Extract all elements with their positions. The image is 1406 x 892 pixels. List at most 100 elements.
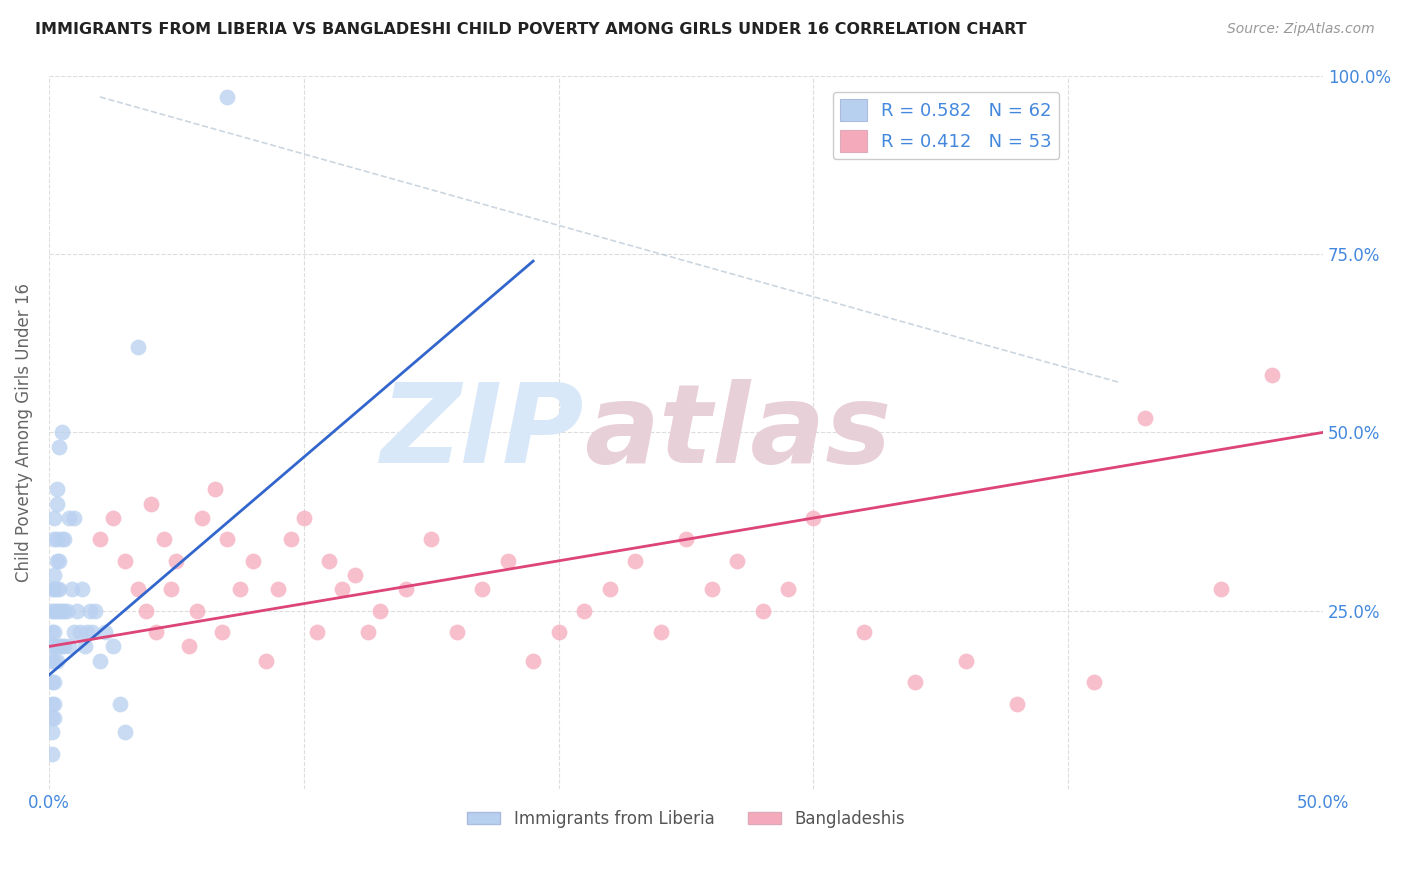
Point (242, 554, 264, 568)
Point (751, 604, 773, 618)
Point (73, 640, 96, 654)
Y-axis label: Child Poverty Among Girls Under 16: Child Poverty Among Girls Under 16 (15, 283, 32, 582)
Point (114, 725, 136, 739)
Point (446, 625, 468, 640)
Point (42, 654, 65, 668)
Point (83, 604, 105, 618)
Point (145, 625, 167, 640)
Point (45, 533, 67, 547)
Point (496, 554, 519, 568)
Point (675, 533, 697, 547)
Point (45, 554, 67, 568)
Point (48, 640, 70, 654)
Point (395, 582, 418, 597)
Point (51, 604, 73, 618)
Point (45, 483, 67, 497)
Point (58, 640, 80, 654)
Point (152, 533, 174, 547)
Point (191, 511, 214, 525)
Point (45, 604, 67, 618)
Point (42, 533, 65, 547)
Point (70, 582, 93, 597)
Point (624, 554, 647, 568)
Point (904, 675, 927, 690)
Point (955, 654, 977, 668)
Point (420, 533, 443, 547)
Point (42, 640, 65, 654)
Point (101, 640, 124, 654)
Point (803, 511, 825, 525)
Point (204, 483, 226, 497)
Point (217, 90, 239, 104)
Point (471, 582, 494, 597)
Point (94, 625, 117, 640)
Point (217, 533, 239, 547)
Point (53, 640, 76, 654)
Point (45, 582, 67, 597)
Point (69, 625, 91, 640)
Point (41, 747, 63, 761)
Point (254, 654, 277, 668)
Point (42, 625, 65, 640)
Point (45, 640, 67, 654)
Point (160, 582, 183, 597)
Text: ZIP: ZIP (381, 379, 583, 486)
Text: atlas: atlas (583, 379, 891, 486)
Point (1083, 675, 1105, 690)
Point (53, 604, 76, 618)
Point (63, 625, 86, 640)
Point (139, 497, 162, 511)
Point (42, 675, 65, 690)
Point (127, 340, 149, 354)
Point (725, 554, 748, 568)
Text: Source: ZipAtlas.com: Source: ZipAtlas.com (1227, 22, 1375, 37)
Point (48, 582, 70, 597)
Point (211, 625, 233, 640)
Point (1133, 411, 1156, 425)
Point (82, 625, 104, 640)
Point (41, 675, 63, 690)
Point (165, 554, 187, 568)
Point (1261, 368, 1284, 383)
Point (330, 582, 353, 597)
Point (853, 625, 876, 640)
Point (229, 582, 252, 597)
Point (41, 697, 63, 711)
Point (58, 511, 80, 525)
Point (110, 697, 132, 711)
Point (89, 654, 111, 668)
Point (42, 697, 65, 711)
Point (89, 533, 111, 547)
Point (776, 582, 799, 597)
Point (127, 582, 149, 597)
Point (186, 604, 208, 618)
Point (48, 554, 70, 568)
Point (51, 640, 73, 654)
Point (650, 625, 672, 640)
Point (41, 654, 63, 668)
Point (41, 582, 63, 597)
Point (51, 425, 73, 440)
Point (101, 511, 124, 525)
Point (1007, 697, 1029, 711)
Point (179, 640, 201, 654)
Point (343, 568, 366, 582)
Point (41, 711, 63, 725)
Point (318, 554, 340, 568)
Text: IMMIGRANTS FROM LIBERIA VS BANGLADESHI CHILD POVERTY AMONG GIRLS UNDER 16 CORREL: IMMIGRANTS FROM LIBERIA VS BANGLADESHI C… (35, 22, 1026, 37)
Point (79, 604, 101, 618)
Point (368, 604, 391, 618)
Point (41, 640, 63, 654)
Point (45, 497, 67, 511)
Point (42, 568, 65, 582)
Point (41, 604, 63, 618)
Point (572, 604, 595, 618)
Point (267, 582, 290, 597)
Point (66, 604, 89, 618)
Point (48, 604, 70, 618)
Point (56, 604, 79, 618)
Point (53, 533, 76, 547)
Point (292, 511, 315, 525)
Point (522, 654, 544, 668)
Point (76, 625, 98, 640)
